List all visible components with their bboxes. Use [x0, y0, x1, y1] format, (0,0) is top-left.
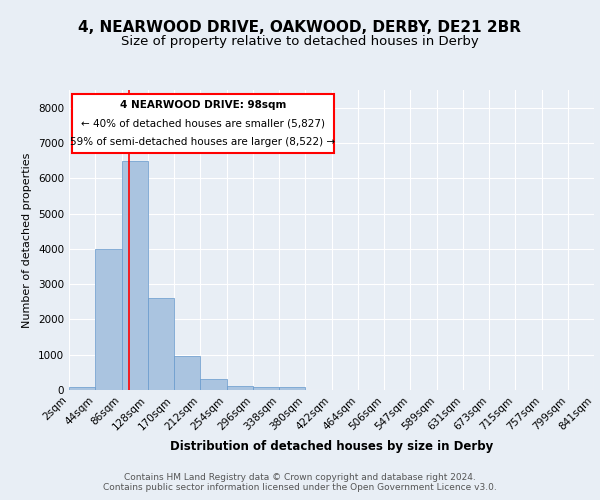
Bar — [227, 386, 253, 390]
Text: 4 NEARWOOD DRIVE: 98sqm: 4 NEARWOOD DRIVE: 98sqm — [119, 100, 286, 110]
Text: Size of property relative to detached houses in Derby: Size of property relative to detached ho… — [121, 34, 479, 48]
Bar — [121, 160, 148, 390]
Bar — [69, 387, 95, 390]
Text: 59% of semi-detached houses are larger (8,522) →: 59% of semi-detached houses are larger (… — [70, 138, 335, 147]
Text: 4, NEARWOOD DRIVE, OAKWOOD, DERBY, DE21 2BR: 4, NEARWOOD DRIVE, OAKWOOD, DERBY, DE21 … — [79, 20, 521, 35]
Text: Contains HM Land Registry data © Crown copyright and database right 2024.
Contai: Contains HM Land Registry data © Crown c… — [103, 473, 497, 492]
Text: ← 40% of detached houses are smaller (5,827): ← 40% of detached houses are smaller (5,… — [81, 118, 325, 128]
Bar — [200, 379, 227, 390]
FancyBboxPatch shape — [71, 94, 334, 153]
Bar — [95, 249, 121, 390]
Bar — [279, 387, 305, 390]
Y-axis label: Number of detached properties: Number of detached properties — [22, 152, 32, 328]
Bar — [253, 387, 279, 390]
Bar — [148, 298, 174, 390]
Bar — [174, 356, 200, 390]
X-axis label: Distribution of detached houses by size in Derby: Distribution of detached houses by size … — [170, 440, 493, 453]
